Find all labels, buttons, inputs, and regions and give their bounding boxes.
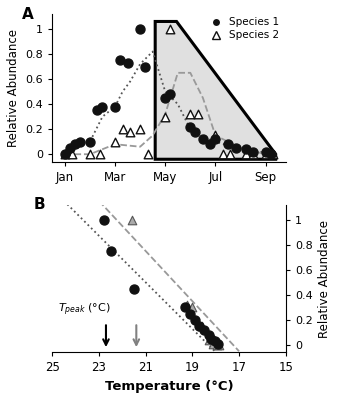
Point: [233, 145, 238, 151]
Point: [188, 124, 193, 130]
Point: [220, 151, 226, 158]
Point: [138, 126, 143, 132]
Point: [108, 248, 113, 254]
Text: $T_{peak}$ (°C): $T_{peak}$ (°C): [58, 302, 111, 318]
Point: [213, 132, 218, 139]
Point: [168, 26, 173, 32]
Point: [195, 111, 200, 117]
Point: [163, 114, 168, 120]
Point: [213, 136, 218, 142]
Point: [142, 63, 148, 70]
Point: [263, 151, 268, 158]
Point: [62, 151, 68, 158]
Point: [268, 151, 273, 158]
Point: [192, 317, 197, 323]
Point: [225, 141, 231, 148]
Point: [200, 136, 206, 142]
Point: [228, 151, 233, 158]
Point: [117, 57, 123, 64]
Point: [101, 216, 106, 223]
Point: [72, 141, 78, 148]
Point: [67, 145, 73, 151]
Point: [197, 323, 202, 329]
Text: A: A: [22, 6, 34, 22]
Point: [77, 138, 82, 145]
Point: [193, 128, 198, 135]
Polygon shape: [155, 22, 276, 159]
Y-axis label: Relative Abundance: Relative Abundance: [7, 29, 20, 147]
Point: [87, 151, 93, 158]
Legend: Species 1, Species 2: Species 1, Species 2: [204, 16, 281, 42]
Point: [263, 148, 268, 155]
Point: [214, 342, 220, 348]
Point: [183, 304, 188, 310]
Point: [97, 151, 103, 158]
Point: [201, 327, 207, 333]
Point: [163, 95, 168, 101]
Point: [70, 151, 75, 158]
Point: [243, 146, 248, 152]
Point: [216, 342, 222, 348]
Point: [206, 337, 211, 343]
Point: [129, 216, 134, 223]
Point: [199, 323, 204, 329]
Point: [127, 128, 133, 135]
Point: [208, 141, 213, 148]
Point: [250, 151, 256, 158]
Point: [215, 340, 221, 347]
Point: [125, 60, 130, 66]
Point: [138, 26, 143, 32]
Point: [190, 304, 195, 310]
Point: [120, 126, 125, 132]
Point: [168, 91, 173, 97]
Point: [270, 151, 276, 158]
Point: [112, 138, 118, 145]
Text: B: B: [33, 197, 45, 212]
Point: [243, 151, 248, 158]
Point: [250, 148, 256, 155]
Point: [206, 332, 211, 338]
Point: [184, 302, 189, 308]
Point: [211, 340, 216, 347]
Point: [62, 151, 68, 158]
X-axis label: Temperature (°C): Temperature (°C): [105, 380, 233, 393]
Point: [145, 151, 150, 158]
Point: [100, 104, 105, 110]
Point: [212, 338, 217, 344]
Point: [112, 104, 118, 110]
Point: [188, 111, 193, 117]
Point: [187, 310, 193, 317]
Point: [131, 285, 137, 292]
Point: [208, 336, 214, 342]
Point: [87, 138, 93, 145]
Point: [95, 107, 100, 114]
Y-axis label: Relative Abundance: Relative Abundance: [318, 220, 331, 338]
